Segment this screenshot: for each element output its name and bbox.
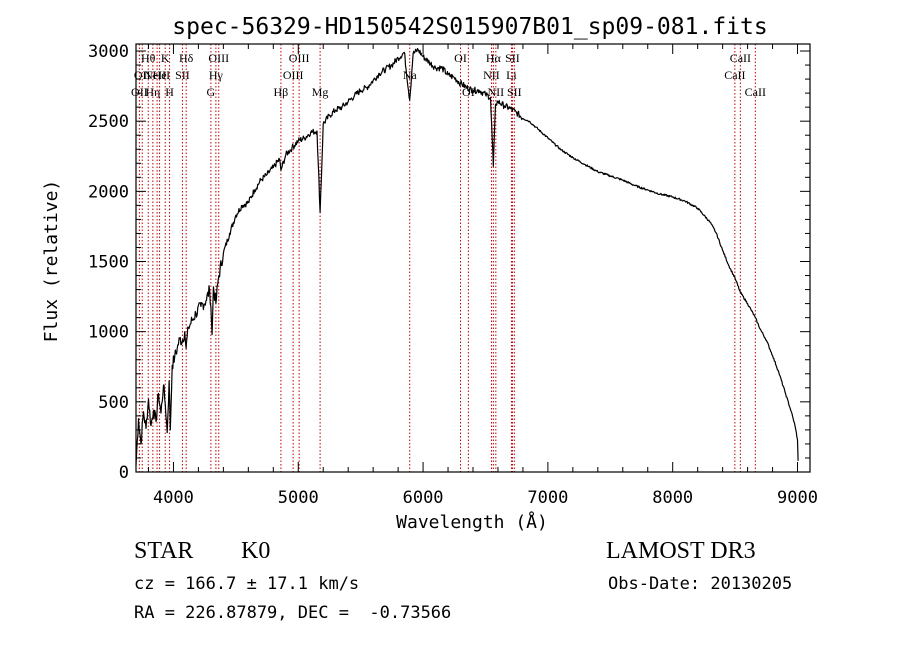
object-class: STAR xyxy=(134,538,194,564)
x-tick-label: 4000 xyxy=(153,488,194,508)
line-label: OII xyxy=(134,68,151,82)
line-label: SII xyxy=(505,51,520,65)
survey-name: LAMOST DR3 xyxy=(606,538,756,564)
line-label: Hγ xyxy=(209,68,224,82)
line-label: SII xyxy=(507,85,522,99)
line-label: He xyxy=(153,68,167,82)
line-label: CaII xyxy=(724,68,745,82)
plot-frame xyxy=(135,43,811,473)
line-label: OIII xyxy=(289,51,310,65)
y-tick-label: 0 xyxy=(119,463,129,483)
spectral-line-labels: OIIOIIHθHηNeIIIHeKHSIIHδGHγOIIIHβOIIIOII… xyxy=(131,51,766,99)
y-tick-label: 1500 xyxy=(88,253,129,273)
x-tick-label: 7000 xyxy=(527,488,568,508)
line-label: Mg xyxy=(312,85,329,99)
line-label: Hθ xyxy=(141,51,156,65)
x-tick-label: 5000 xyxy=(278,488,319,508)
line-label: NeIII xyxy=(144,68,170,82)
line-label: Hα xyxy=(486,51,502,65)
line-label: CaII xyxy=(730,51,751,65)
x-tick-label: 9000 xyxy=(777,488,818,508)
y-tick-label: 3000 xyxy=(88,42,129,62)
object-subclass: K0 xyxy=(241,538,271,564)
line-label: H xyxy=(165,85,174,99)
line-label: G xyxy=(207,85,216,99)
line-label: CaII xyxy=(745,85,766,99)
line-label: Hδ xyxy=(179,51,194,65)
y-axis-ticks: 0 500 1000 1500 2000 2500 3000 xyxy=(88,42,810,483)
chart-title: spec-56329-HD150542S015907B01_sp09-081.f… xyxy=(172,14,767,40)
y-tick-label: 500 xyxy=(98,393,129,413)
y-axis-label: Flux (relative) xyxy=(41,180,62,343)
line-label: Hβ xyxy=(274,85,289,99)
coordinates: RA = 226.87879, DEC = -0.73566 xyxy=(134,603,452,623)
y-tick-label: 2000 xyxy=(88,182,129,202)
line-label: OI xyxy=(454,51,467,65)
line-label: NII xyxy=(488,85,505,99)
x-tick-label: 6000 xyxy=(403,488,444,508)
line-label: K xyxy=(161,51,170,65)
line-label: SII xyxy=(175,68,190,82)
line-label: Na xyxy=(403,68,418,82)
line-label: OII xyxy=(131,85,148,99)
line-label: Li xyxy=(506,68,517,82)
plot-axes xyxy=(135,43,811,473)
line-label: NII xyxy=(483,68,500,82)
spectrum-line xyxy=(135,48,799,466)
line-label: Hη xyxy=(145,85,160,99)
x-axis-ticks: 4000 5000 6000 7000 8000 9000 xyxy=(147,44,818,508)
line-label: OIII xyxy=(283,68,304,82)
line-label: OIII xyxy=(208,51,229,65)
x-axis-label: Wavelength (Å) xyxy=(396,511,548,533)
x-tick-label: 8000 xyxy=(652,488,693,508)
spectral-line-markers xyxy=(138,44,756,472)
redshift-value: cz = 166.7 ± 17.1 km/s xyxy=(134,574,360,594)
y-tick-label: 2500 xyxy=(88,112,129,132)
y-tick-label: 1000 xyxy=(88,323,129,343)
observation-date: Obs-Date: 20130205 xyxy=(608,574,793,594)
